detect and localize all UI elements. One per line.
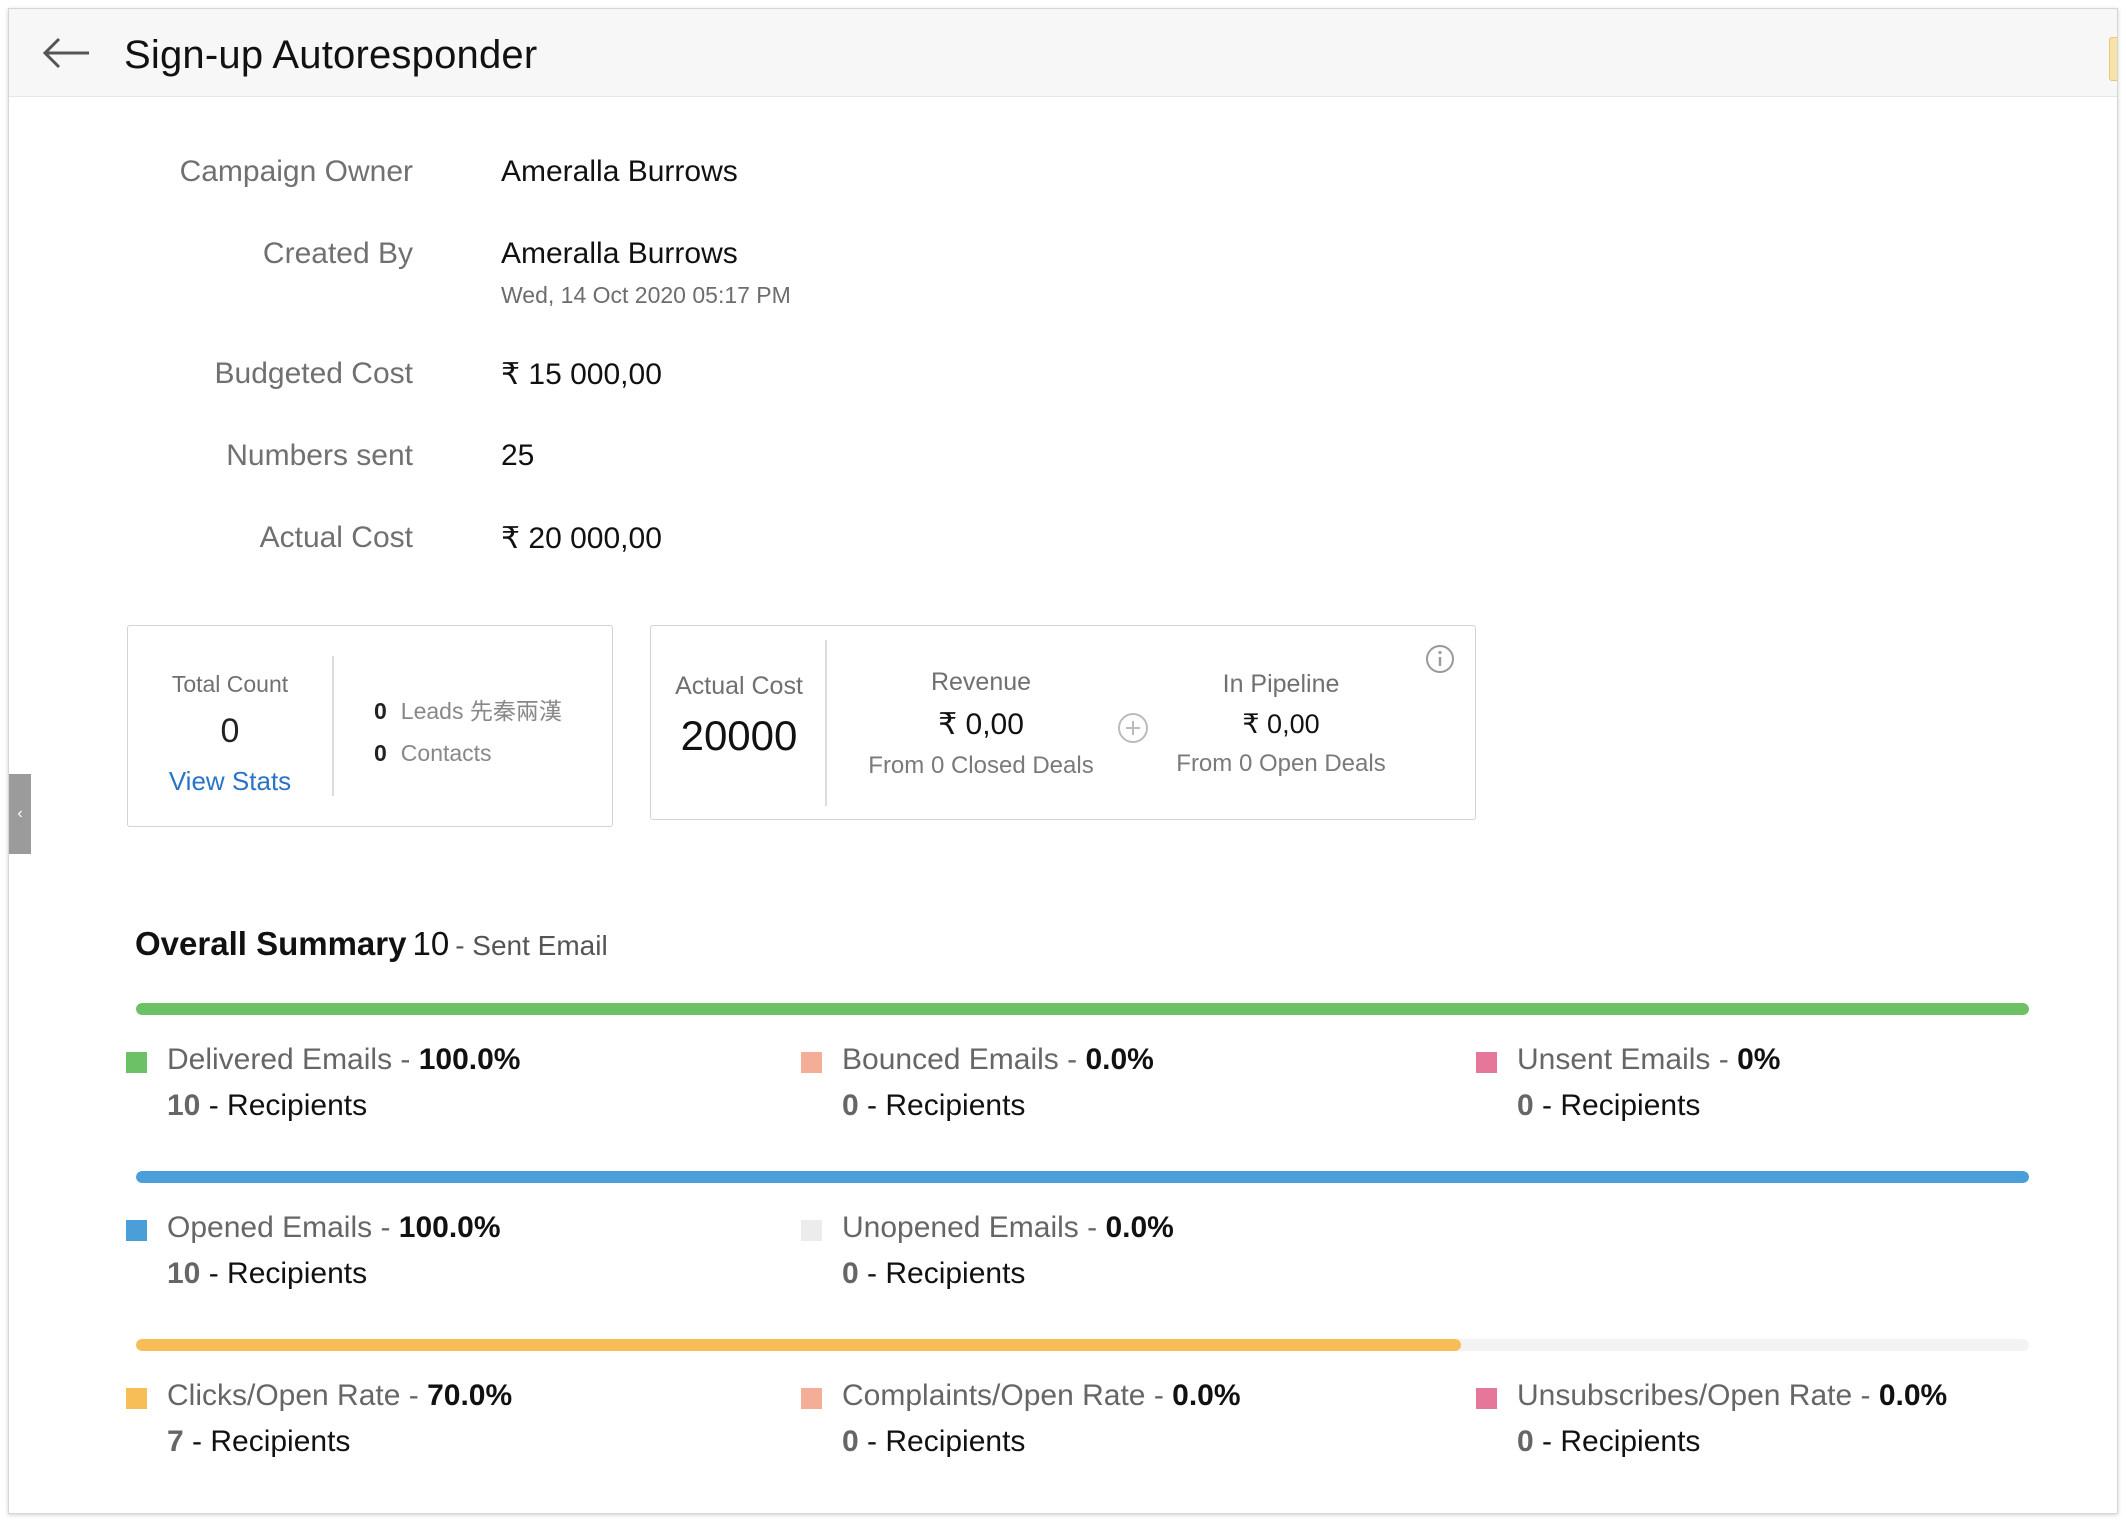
field-label: Numbers sent xyxy=(226,439,413,472)
card-divider xyxy=(825,640,827,806)
metric-percent: 0.0% xyxy=(1172,1379,1241,1412)
revenue-block: Revenue ₹ 0,00 From 0 Closed Deals xyxy=(861,668,1101,780)
metric-recipients: 0 - Recipients xyxy=(842,1257,1026,1290)
revenue-amount: ₹ 0,00 xyxy=(938,708,1024,741)
revenue-sub: From 0 Closed Deals xyxy=(868,752,1094,779)
field-label: Campaign Owner xyxy=(179,155,413,188)
summary-suffix: - Sent Email xyxy=(455,930,608,961)
contacts-count-label: Contacts xyxy=(400,740,492,766)
view-stats-link[interactable]: View Stats xyxy=(168,766,292,796)
metric-label: Opened Emails - 100.0% xyxy=(167,1211,501,1244)
metric-percent: 0.0% xyxy=(1105,1211,1174,1244)
metric-recipients: 0 - Recipients xyxy=(842,1425,1026,1458)
actual-cost-value: 20000 xyxy=(680,712,798,759)
legend-swatch xyxy=(126,1220,147,1241)
metric-recipients: 0 - Recipients xyxy=(1517,1425,1701,1458)
campaign-panel: Sign-up Autoresponder ‹ Campaign Owner A… xyxy=(8,8,2118,1514)
total-count-value: 0 xyxy=(220,712,240,750)
field-label: Actual Cost xyxy=(259,521,413,554)
field-value: Ameralla Burrows xyxy=(501,237,738,270)
summary-title: Overall Summary 10- Sent Email xyxy=(135,925,608,963)
metric-label: Complaints/Open Rate - 0.0% xyxy=(842,1379,1241,1412)
edge-flag[interactable] xyxy=(2109,37,2117,81)
back-button[interactable] xyxy=(39,31,95,75)
metric-percent: 0.0% xyxy=(1085,1043,1154,1076)
metric-percent: 0.0% xyxy=(1878,1379,1948,1412)
metric-recipients: 0 - Recipients xyxy=(1517,1089,1701,1122)
metric-label: Unsubscribes/Open Rate - 0.0% xyxy=(1517,1379,1948,1412)
bar-fill xyxy=(136,1171,2029,1183)
field-value: ₹ 15 000,00 xyxy=(501,358,662,391)
delivery-progress-bar xyxy=(136,1003,2029,1015)
field-label: Budgeted Cost xyxy=(214,357,413,390)
plus-circle-icon xyxy=(1118,713,1148,743)
bar-fill xyxy=(136,1339,1462,1351)
legend-swatch xyxy=(801,1220,822,1241)
legend-swatch xyxy=(801,1052,822,1073)
metric-recipients: 10 - Recipients xyxy=(167,1089,368,1122)
metric-label: Unopened Emails - 0.0% xyxy=(842,1211,1174,1244)
field-label: Created By xyxy=(262,237,413,270)
summary-sent-count: 10 xyxy=(412,925,450,962)
total-count-card: Total Count 0 View Stats 0 Leads 先秦兩漢 0 Co… xyxy=(127,625,613,827)
metric-recipients: 7 - Recipients xyxy=(167,1425,351,1458)
contacts-count: 0 Contacts xyxy=(374,740,492,767)
info-icon[interactable] xyxy=(1425,644,1455,674)
metric-label: Clicks/Open Rate - 70.0% xyxy=(167,1379,513,1412)
legend-swatch xyxy=(126,1388,147,1409)
pipeline-sub: From 0 Open Deals xyxy=(1176,750,1386,777)
page-title: Sign-up Autoresponder xyxy=(124,33,538,77)
metric-percent: 100.0% xyxy=(398,1211,501,1244)
clicks-progress-bar xyxy=(136,1339,2029,1351)
pipeline-block: In Pipeline ₹ 0,00 From 0 Open Deals xyxy=(1161,670,1401,778)
metric-label: Bounced Emails - 0.0% xyxy=(842,1043,1154,1076)
card-divider xyxy=(332,656,334,796)
actual-cost-label: Actual Cost xyxy=(675,672,803,700)
leads-count-number: 0 xyxy=(374,698,387,724)
metric-label: Unsent Emails - 0% xyxy=(1517,1043,1781,1076)
revenue-label: Revenue xyxy=(930,668,1032,696)
field-value: ₹ 20 000,00 xyxy=(501,522,662,555)
chevron-left-icon: ‹ xyxy=(17,805,23,822)
legend-swatch xyxy=(126,1052,147,1073)
page-header: Sign-up Autoresponder xyxy=(9,9,2117,97)
metric-recipients: 10 - Recipients xyxy=(167,1257,368,1290)
open-progress-bar xyxy=(136,1171,2029,1183)
leads-count-label: Leads 先秦兩漢 xyxy=(400,698,562,724)
created-date: Wed, 14 Oct 2020 05:17 PM xyxy=(501,282,791,308)
pipeline-label: In Pipeline xyxy=(1222,670,1340,698)
legend-swatch xyxy=(801,1388,822,1409)
metric-percent: 100.0% xyxy=(418,1043,521,1076)
metric-label: Delivered Emails - 100.0% xyxy=(167,1043,521,1076)
field-value: Ameralla Burrows xyxy=(501,155,738,188)
legend-swatch xyxy=(1476,1388,1497,1409)
cost-revenue-card: Actual Cost 20000 Revenue ₹ 0,00 From 0 … xyxy=(650,625,1476,820)
total-count-label: Total Count xyxy=(171,671,289,697)
metric-percent: 0% xyxy=(1737,1043,1781,1076)
arrow-left-icon xyxy=(42,37,89,69)
summary-title-text: Overall Summary xyxy=(135,925,407,962)
legend-swatch xyxy=(1476,1052,1497,1073)
metric-percent: 70.0% xyxy=(427,1379,513,1412)
metric-recipients: 0 - Recipients xyxy=(842,1089,1026,1122)
leads-count: 0 Leads 先秦兩漢 xyxy=(374,692,562,726)
bar-fill xyxy=(136,1003,2029,1015)
pipeline-amount: ₹ 0,00 xyxy=(1242,709,1320,739)
side-panel-toggle[interactable]: ‹ xyxy=(9,774,31,854)
field-value: 25 xyxy=(501,439,535,472)
contacts-count-number: 0 xyxy=(374,740,387,766)
